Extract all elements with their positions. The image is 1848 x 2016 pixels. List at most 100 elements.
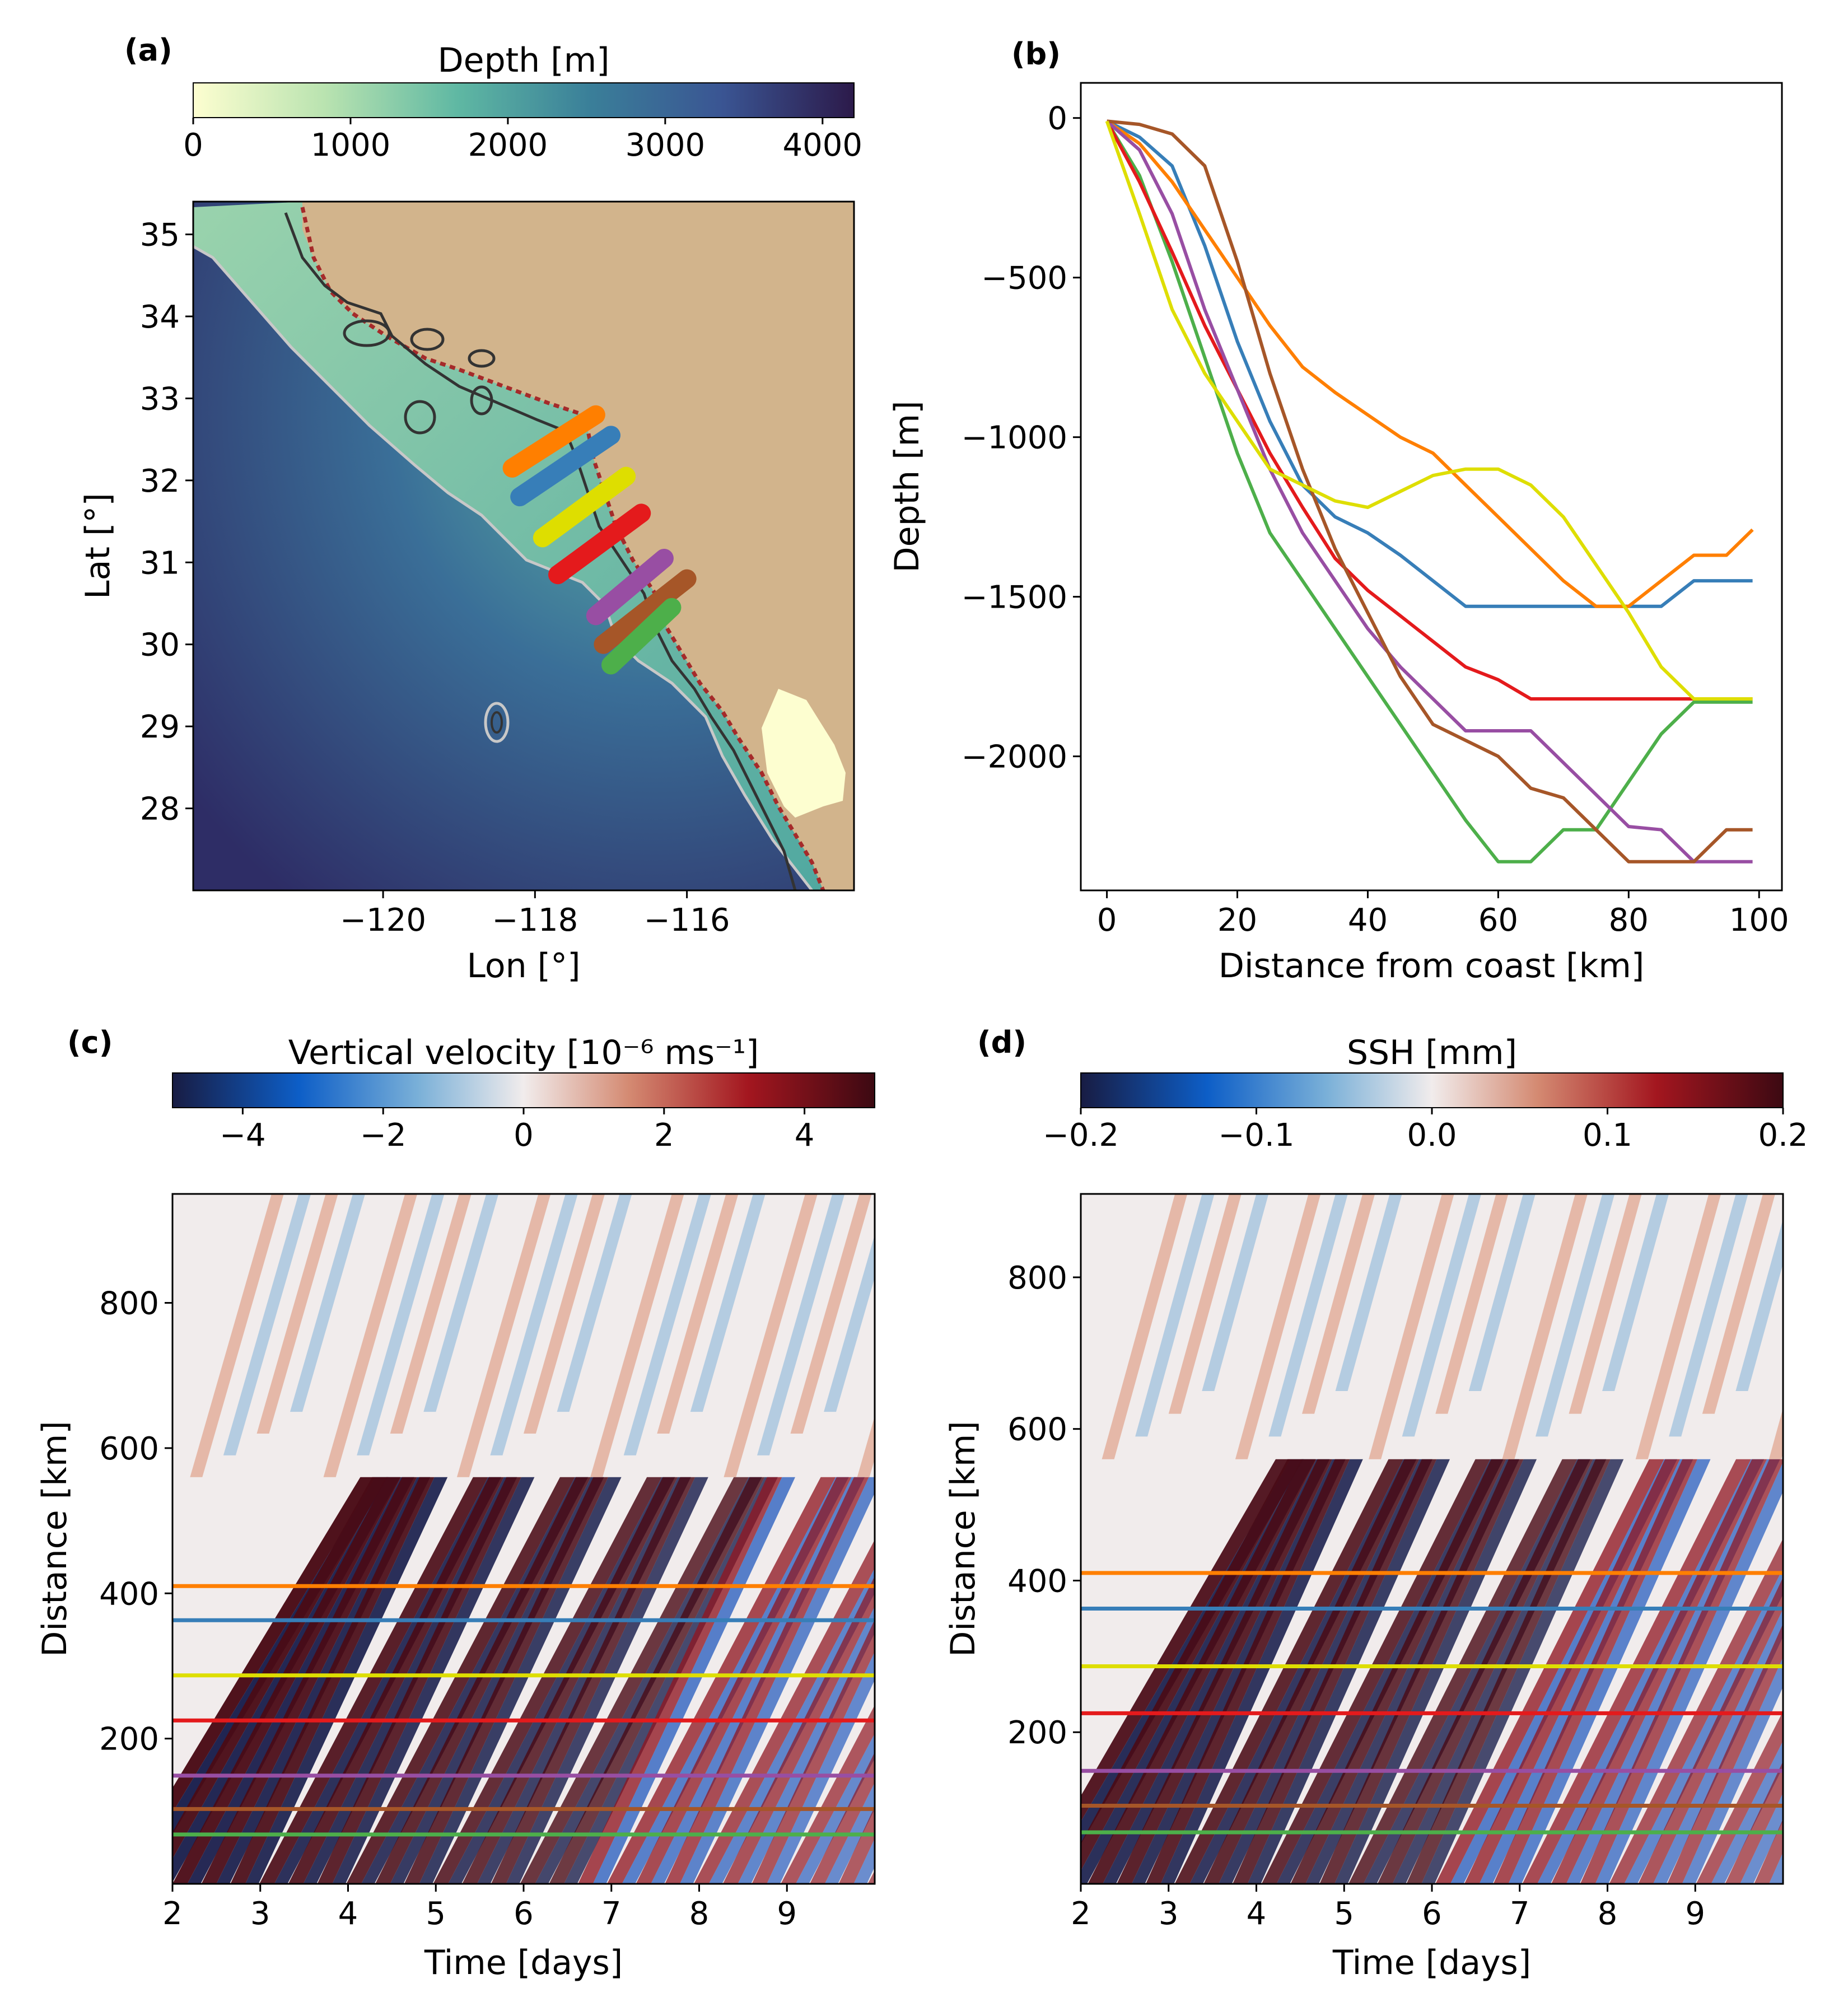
wave-crest bbox=[288, 1477, 504, 1884]
wave-texture bbox=[1635, 1194, 1721, 1459]
panel-a-xtick-label: −116 bbox=[644, 902, 730, 939]
wave-crest bbox=[172, 1477, 388, 1859]
panel-d-colorbar-ticks: −0.2 −0.1 0.0 0.1 0.2 bbox=[1043, 1108, 1808, 1154]
panel-c: (c) Vertical velocity [10⁻⁶ ms⁻¹] −4 −2 0 2… bbox=[35, 1025, 1112, 1982]
panel-c-colorbar-tick-label: 0 bbox=[514, 1117, 534, 1154]
wave-crest bbox=[462, 1477, 678, 1884]
panel-d-ytick-label: 600 bbox=[1007, 1412, 1067, 1448]
panel-c-xtick-label: 3 bbox=[250, 1896, 270, 1932]
wave-texture bbox=[1702, 1194, 1775, 1414]
wave-trough bbox=[506, 1477, 708, 1884]
wave-texture bbox=[423, 1194, 499, 1412]
wave-crest bbox=[1580, 1459, 1783, 1884]
panel-d-colorbar-tick-label: 0.2 bbox=[1758, 1117, 1808, 1154]
wave-texture bbox=[1803, 1194, 1848, 1436]
wave-texture bbox=[1135, 1194, 1215, 1437]
panel-b-ytick-label: −2000 bbox=[962, 739, 1067, 776]
depth-profile-orange bbox=[1105, 119, 1754, 608]
wave-crest bbox=[1088, 1459, 1317, 1884]
panel-b-axis-ticks: 0 20 40 60 80 100 0 −500 −1000 −1500 −2000 bbox=[962, 101, 1789, 939]
panel-d-xtick-label: 3 bbox=[1159, 1896, 1179, 1932]
panel-a-ylabel: Lat [°] bbox=[78, 493, 118, 599]
wave-trough bbox=[1334, 1459, 1537, 1884]
panel-d-colorbar-label: SSH [mm] bbox=[1347, 1033, 1517, 1072]
panel-b-label: (b) bbox=[1011, 36, 1061, 72]
panel-d-colorbar-tick-label: −0.1 bbox=[1219, 1117, 1295, 1154]
wave-texture bbox=[1602, 1194, 1669, 1391]
panel-c-ylabel: Distance [km] bbox=[35, 1421, 74, 1656]
wave-crest bbox=[781, 1705, 875, 1884]
wave-texture bbox=[256, 1194, 338, 1434]
wave-crest bbox=[346, 1477, 575, 1884]
panel-a-frame bbox=[192, 200, 855, 892]
wave-texture bbox=[857, 1416, 875, 1477]
wave-crest bbox=[810, 1752, 875, 1884]
wave-trough bbox=[708, 1568, 875, 1884]
wave-crest bbox=[1203, 1459, 1420, 1884]
wave-texture bbox=[1102, 1194, 1188, 1459]
panel-a-ytick-label: 33 bbox=[140, 381, 180, 417]
panel-a-ytick-label: 34 bbox=[140, 299, 180, 335]
panel-a-ytick-label: 29 bbox=[140, 709, 180, 745]
wave-crest bbox=[1319, 1459, 1524, 1884]
panel-a-xtick-label: −120 bbox=[340, 902, 426, 939]
wave-trough bbox=[1768, 1852, 1783, 1884]
wave-crest bbox=[578, 1477, 782, 1884]
panel-c-xlabel: Time [days] bbox=[424, 1943, 623, 1982]
panel-a-map bbox=[193, 202, 854, 890]
wave-texture bbox=[724, 1194, 818, 1477]
panel-d-heatmap bbox=[1081, 1194, 1848, 1884]
wave-texture bbox=[890, 1194, 978, 1455]
transect-green bbox=[601, 598, 682, 675]
panel-b-ytick-label: −1500 bbox=[962, 580, 1067, 616]
panel-a-axis-ticks: −120 −118 −116 28 29 30 31 32 33 34 35 bbox=[140, 217, 730, 939]
wave-crest bbox=[172, 1477, 376, 1813]
wave-texture bbox=[1569, 1194, 1642, 1414]
panel-a-xlabel: Lon [°] bbox=[467, 946, 581, 986]
wave-texture bbox=[1369, 1194, 1454, 1459]
panel-a-colorbar-label: Depth [m] bbox=[437, 41, 609, 80]
wave-texture bbox=[757, 1194, 845, 1455]
wave-texture bbox=[557, 1194, 632, 1412]
panel-a-ytick-label: 35 bbox=[140, 217, 180, 254]
seamount-core bbox=[491, 711, 503, 734]
wave-crest bbox=[259, 1477, 488, 1884]
wave-texture bbox=[390, 1194, 472, 1434]
wave-crest bbox=[1377, 1459, 1593, 1884]
wave-crest bbox=[491, 1477, 696, 1884]
panel-c-xtick-label: 6 bbox=[514, 1896, 534, 1932]
panel-a-colorbar-tick-label: 0 bbox=[183, 127, 203, 164]
panel-c-xtick-label: 2 bbox=[162, 1896, 183, 1932]
coast-shallow-band bbox=[762, 689, 846, 818]
wave-texture bbox=[456, 1194, 551, 1477]
wave-texture bbox=[1202, 1194, 1269, 1391]
panel-d: (d) SSH [mm] −0.2 −0.1 0.0 0.1 0.2 2 3 4 5 6 7 8 92… bbox=[944, 1025, 1848, 1982]
transect-blue bbox=[510, 426, 620, 507]
wave-crest bbox=[897, 1477, 1112, 1884]
panel-d-colorbar-tick-label: 0.0 bbox=[1407, 1117, 1457, 1154]
wave-crest bbox=[1609, 1538, 1783, 1884]
panel-a-colorbar-ticks: 0 1000 2000 3000 4000 bbox=[183, 118, 862, 164]
panel-c-xtick-label: 7 bbox=[601, 1896, 622, 1932]
wave-trough bbox=[1508, 1459, 1711, 1884]
panel-c-colorbar-tick-label: −2 bbox=[360, 1117, 407, 1154]
panel-c-ytick-label: 200 bbox=[99, 1721, 159, 1758]
wave-crest bbox=[636, 1477, 852, 1884]
transect-yellow bbox=[533, 466, 636, 548]
panel-a-label: (a) bbox=[124, 32, 172, 68]
island-ring-5 bbox=[404, 400, 436, 435]
wave-crest bbox=[1551, 1459, 1767, 1884]
wave-crest bbox=[1841, 1459, 1848, 1884]
panel-a-colorbar-tick-label: 1000 bbox=[311, 127, 391, 164]
island-ring-4 bbox=[470, 385, 493, 416]
wave-trough bbox=[1653, 1609, 1783, 1884]
panel-d-xtick-label: 8 bbox=[1598, 1896, 1618, 1932]
land bbox=[302, 202, 854, 890]
panel-d-xtick-label: 4 bbox=[1247, 1896, 1267, 1932]
seamount-ring bbox=[484, 702, 510, 743]
transect-orange bbox=[502, 405, 605, 478]
wave-texture bbox=[690, 1194, 766, 1412]
wave-trough bbox=[1798, 1459, 1848, 1884]
wave-trough bbox=[1160, 1459, 1363, 1884]
